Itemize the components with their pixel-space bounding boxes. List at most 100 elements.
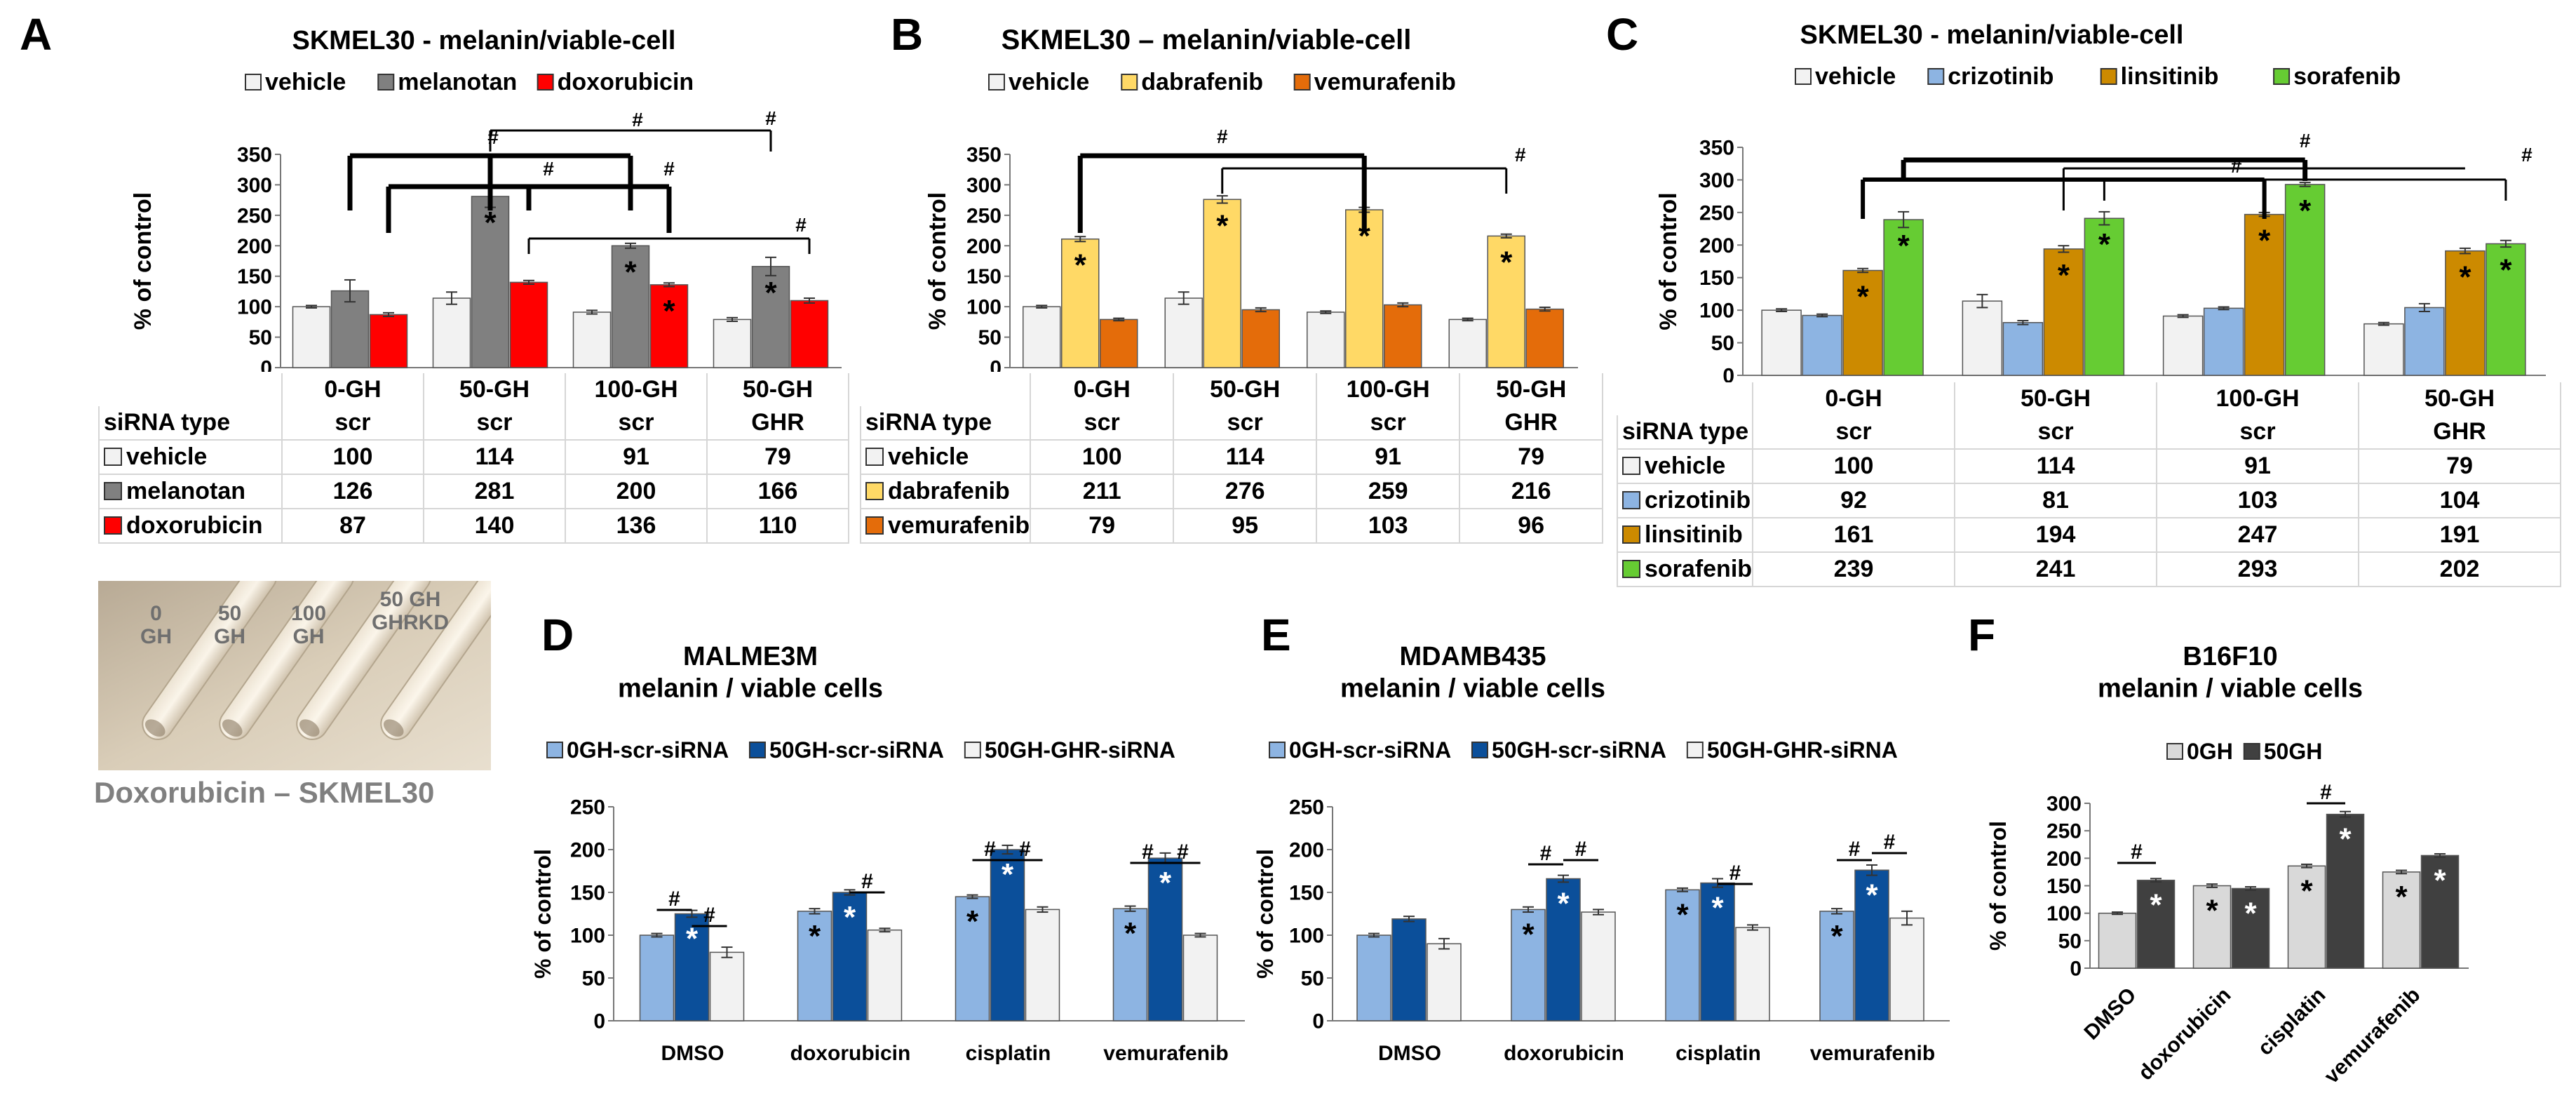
x-tick-label: cisplatin [1675,1042,1761,1065]
y-tick-label: 200 [237,235,272,258]
row-swatch [1622,560,1640,578]
bar-50gh-scr-sirna [990,849,1025,1021]
bar-vehicle [713,319,752,368]
table-row: sorafenib 239 241 293 202 [1616,551,2562,587]
legend-swatch [537,74,554,91]
hash-mark: # [703,904,715,927]
legend-swatch [1795,68,1812,85]
significance-star: * [1830,919,1843,953]
sirna-header: scr [1954,415,2158,449]
y-tick-label: 250 [237,204,272,227]
significance-star: * [2500,253,2512,287]
bar-0gh-scr-sirna [1819,911,1854,1021]
table-row: melanotan 126 281 200 166 [98,474,849,509]
legend-label: doxorubicin [558,69,694,95]
table-cell: 241 [1954,551,2158,587]
bar-sorafenib [2084,217,2125,376]
bar-0gh-scr-sirna [1665,889,1700,1021]
y-tick-label: 250 [966,204,1002,227]
table-cell: 293 [2156,551,2360,587]
bar-vehicle [1164,297,1203,368]
tube-label: 0 GH [140,602,172,648]
table-cell: 114 [1954,448,2158,484]
bar-0gh [2192,885,2232,969]
significance-star: * [1857,280,1870,314]
x-tick-label: cisplatin [2253,984,2330,1060]
bar-vemurafenib [1241,309,1280,368]
significance-star: * [1676,897,1689,932]
y-tick-label: 300 [1699,169,1734,192]
table-cell: 92 [1752,483,1956,518]
y-tick-label: 100 [1699,300,1734,323]
row-swatch [104,482,122,500]
row-label: vemurafenib [888,512,1030,539]
hash-mark: # [2231,155,2242,177]
y-tick-label: 0 [990,357,1002,373]
chart-title: MDAMB435 [1399,642,1546,671]
table-cell: 166 [706,474,849,509]
y-axis-label: % of control [130,192,156,330]
bar-doxorubicin [369,314,408,368]
y-tick-label: 150 [1699,267,1734,290]
legend-item-melanotan: melanotan [377,69,517,95]
legend-item-50gh-ghr-sirna: 50GH-GHR-siRNA [964,737,1175,763]
significance-star: * [2300,873,2313,908]
legend-label: 50GH-GHR-siRNA [1707,737,1898,763]
bar-doxorubicin [509,281,548,368]
y-tick-label: 300 [966,174,1002,197]
tube-body [296,581,432,740]
hash-mark: # [1515,144,1526,166]
table-cell: 81 [1954,483,2158,518]
legend-swatch [546,742,563,758]
sirna-header: GHR [2358,415,2562,449]
panel-letter-e: E [1261,610,1291,660]
y-tick-label: 100 [570,925,605,948]
bar-50gh-scr-sirna [674,913,710,1021]
bar-vemurafenib [1384,304,1422,368]
significance-star: * [1074,248,1087,283]
row-label: melanotan [126,478,246,504]
legend-swatch [1269,742,1286,758]
bar-melanotan [330,290,370,368]
significance-star: * [1557,886,1570,920]
chart-title: MALME3M [683,642,818,671]
table-cell: 211 [1030,474,1175,509]
y-tick-label: 200 [1289,839,1324,862]
chart-f: B16F10 melanin / viable cells 0GH 50GH 0 50 10… [1985,642,2469,1088]
bar-vehicle [1448,319,1487,368]
y-tick-label: 150 [2046,875,2082,898]
panel-letter-c: C [1606,9,1639,60]
y-tick-label: 250 [570,796,605,819]
significance-star: * [1898,229,1910,263]
legend-item-vehicle: vehicle [988,69,1089,95]
hash-mark: # [1540,842,1552,865]
bar-dabrafenib [1345,209,1384,368]
significance-star: * [2098,227,2111,262]
panel-letter-a: A [20,9,53,60]
row-label: sorafenib [1645,556,1753,582]
table-cell: 91 [2156,448,2360,484]
legend-swatch [245,74,262,91]
bar-50gh-scr-sirna [1147,857,1183,1021]
tube-label: 50 GH GHRKD [372,588,449,634]
hash-mark: # [1849,838,1861,861]
y-tick-label: 200 [570,839,605,862]
table-cell: 91 [1316,439,1461,475]
y-tick-label: 100 [237,296,272,319]
legend-label: vemurafenib [1314,69,1456,95]
y-tick-label: 300 [237,174,272,197]
chart-a: SKMEL30 - melanin/viable-cell vehicle mela… [130,26,842,372]
significance-star: * [2258,224,2271,258]
legend-label: 0GH [2187,739,2233,764]
group-header: 100-GH [565,373,708,406]
bar-melanotan [751,266,790,368]
chart-title: SKMEL30 – melanin/viable-cell [1002,25,1412,55]
legend-swatch [2273,68,2291,85]
row-swatch [865,482,884,500]
table-cell: 239 [1752,551,1956,587]
tube-photo: 0 GH 50 GH 100 GH 50 GH GHRKD [98,581,491,770]
legend-swatch [1471,742,1488,758]
table-cell: 114 [1173,439,1318,475]
chart-e: MDAMB435 melanin / viable cells 0GH-scr-si… [1253,642,1950,1065]
table-row: vemurafenib 79 95 103 96 [859,508,1604,544]
